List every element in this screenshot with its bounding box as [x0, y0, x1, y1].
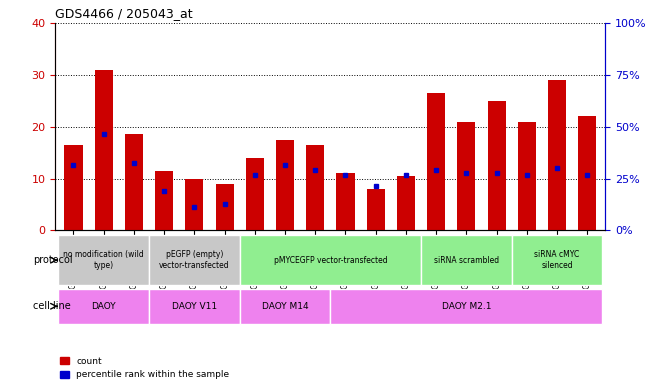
Bar — [186, 179, 203, 230]
Bar — [548, 80, 566, 230]
Text: DAOY: DAOY — [91, 302, 116, 311]
Text: cell line: cell line — [33, 301, 70, 311]
Bar — [488, 101, 506, 230]
FancyBboxPatch shape — [421, 235, 512, 285]
Text: DAOY M14: DAOY M14 — [262, 302, 309, 311]
Bar — [337, 174, 355, 230]
Legend: count, percentile rank within the sample: count, percentile rank within the sample — [60, 357, 229, 379]
FancyBboxPatch shape — [240, 235, 421, 285]
Bar — [427, 93, 445, 230]
FancyBboxPatch shape — [149, 235, 240, 285]
Bar — [125, 134, 143, 230]
Text: DAOY M2.1: DAOY M2.1 — [441, 302, 491, 311]
Text: siRNA cMYC
silenced: siRNA cMYC silenced — [534, 250, 579, 270]
FancyBboxPatch shape — [240, 289, 330, 324]
Bar — [518, 121, 536, 230]
Text: DAOY V11: DAOY V11 — [172, 302, 217, 311]
Bar — [64, 145, 83, 230]
Text: GDS4466 / 205043_at: GDS4466 / 205043_at — [55, 7, 193, 20]
Bar — [94, 70, 113, 230]
Bar — [367, 189, 385, 230]
Bar — [215, 184, 234, 230]
Bar — [397, 176, 415, 230]
FancyBboxPatch shape — [149, 289, 240, 324]
FancyBboxPatch shape — [59, 235, 149, 285]
Bar — [457, 121, 475, 230]
Text: pEGFP (empty)
vector-transfected: pEGFP (empty) vector-transfected — [159, 250, 230, 270]
Bar — [578, 116, 596, 230]
FancyBboxPatch shape — [512, 235, 602, 285]
Bar — [246, 158, 264, 230]
Bar — [155, 171, 173, 230]
Text: protocol: protocol — [33, 255, 72, 265]
Text: pMYCEGFP vector-transfected: pMYCEGFP vector-transfected — [273, 256, 387, 265]
Text: siRNA scrambled: siRNA scrambled — [434, 256, 499, 265]
Bar — [306, 145, 324, 230]
Bar — [276, 140, 294, 230]
FancyBboxPatch shape — [59, 289, 149, 324]
Text: no modification (wild
type): no modification (wild type) — [63, 250, 144, 270]
FancyBboxPatch shape — [330, 289, 602, 324]
